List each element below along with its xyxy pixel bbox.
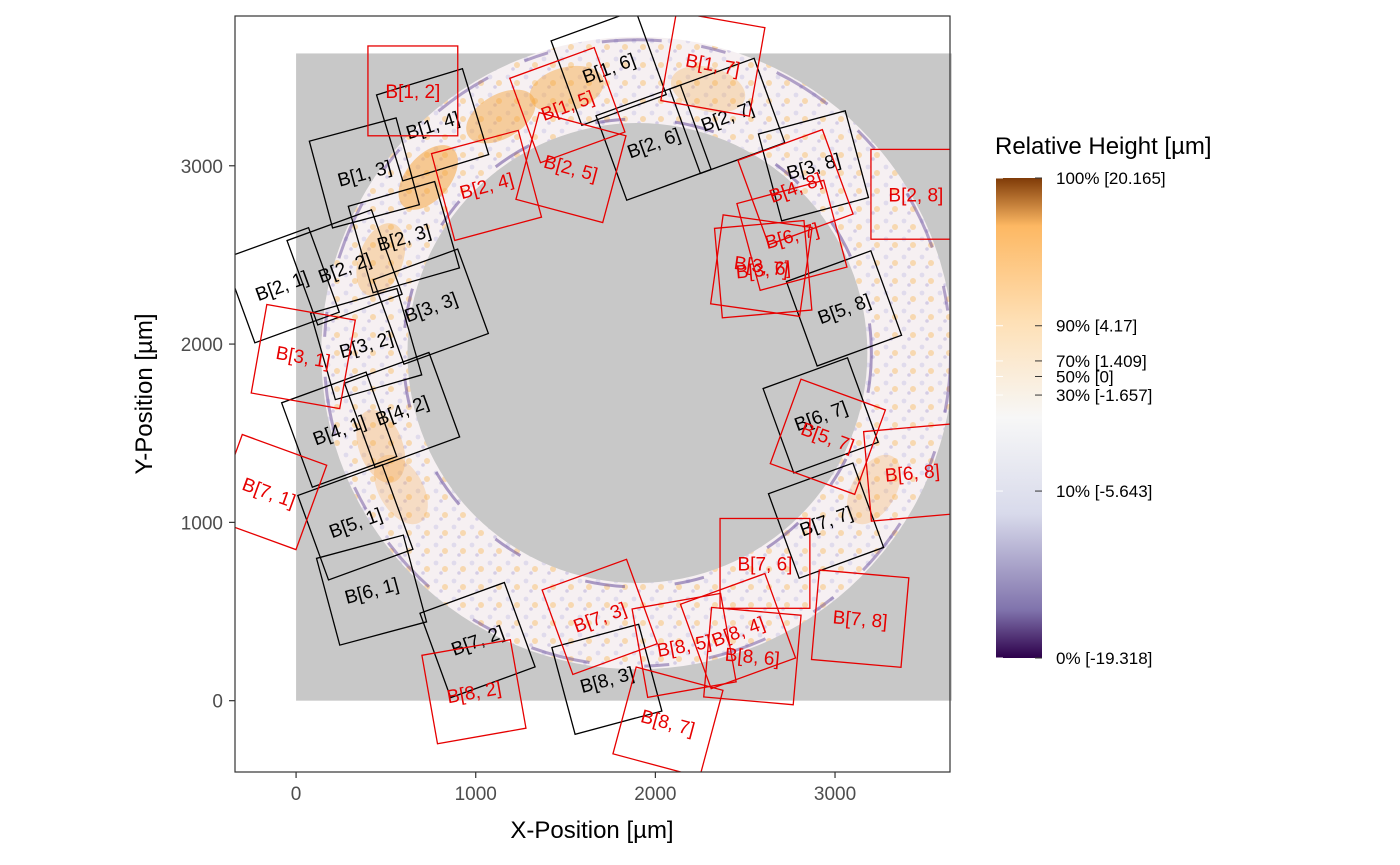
y-axis-title: Y-Position [µm] [131,313,158,474]
high-region [374,454,428,525]
box-outline [737,128,854,246]
box-outline [250,303,357,410]
box-mark: B[8, 6] [703,606,802,706]
box-label: B[1, 2] [385,82,440,103]
box-outline [508,46,626,164]
box-outline [713,219,813,319]
legend-label: 70% [1.409] [1056,352,1147,371]
high-region [670,65,746,113]
legend-label: 0% [-19.318] [1056,649,1152,668]
box-outline [703,606,802,706]
box-outline [309,287,423,401]
box-outline [372,248,490,366]
box-mark: B[7, 8] [810,569,910,669]
box-outline [430,129,543,242]
box-outline [421,638,527,745]
box-outline [347,180,461,294]
outer-rim-low [322,38,950,668]
plot-panel-border [234,15,951,773]
box-outline [870,148,950,240]
box-outline [375,67,490,182]
box-outline [286,209,403,326]
box-outline [367,45,459,137]
box-outline [551,623,663,736]
box-outline [595,84,712,201]
y-axis: 0 1000 2000 3000 [181,157,235,713]
box-outline [280,371,398,489]
box-outline [810,569,910,669]
legend-label: 30% [-1.657] [1056,386,1152,405]
y-tick-label: 3000 [181,157,223,178]
box-label: B[3, 6] [735,258,792,284]
box-outline [660,16,766,117]
inner-rim-low [401,117,873,589]
box-outline [515,111,627,224]
box-outline [343,351,461,469]
box-mark: B[1, 2] [367,45,459,137]
box-outline [762,356,880,474]
box-mark: B[3, 6] [713,219,813,319]
legend: Relative Height [µm] 100% [20.165] 90% [4… [995,133,1212,668]
box-mark: B[7, 6] [719,517,811,609]
box-outline [541,558,659,676]
box-outline [719,517,811,609]
box-outline [315,534,428,646]
box-outline [679,572,797,690]
box-label: B[7, 8] [832,607,889,633]
legend-colorbar [996,178,1042,658]
x-axis: 0 1000 2000 3000 [291,772,856,805]
x-tick-label: 3000 [814,784,856,805]
y-tick-label: 0 [212,692,223,713]
legend-label: 10% [-5.643] [1056,482,1152,501]
box-mark: B[2, 8] [870,148,950,240]
high-region [398,145,458,210]
legend-title: Relative Height [µm] [995,133,1212,160]
box-label: B[7, 6] [738,554,793,575]
box-label: B[2, 8] [888,185,943,206]
box-outline [709,214,813,318]
box-outline [862,423,950,522]
high-region [846,454,901,525]
box-outline [235,226,341,344]
x-tick-label: 2000 [634,784,676,805]
legend-label: 50% [0] [1056,367,1114,386]
high-region [529,65,604,113]
box-mark: B[6, 8] [862,423,950,522]
box-outline [419,581,536,699]
box-outline [550,16,668,127]
box-outline [308,117,421,229]
y-tick-label: 2000 [181,335,223,356]
box-outline [235,433,328,551]
box-label: B[8, 6] [724,645,781,671]
x-axis-title: X-Position [µm] [510,817,673,844]
box-outline [785,250,903,367]
high-region [356,409,406,483]
y-tick-label: 1000 [181,513,223,534]
box-outline [736,179,848,292]
box-outline [612,666,724,772]
x-tick-label: 1000 [455,784,497,805]
box-label: B[6, 8] [884,461,941,487]
box-outline [769,378,887,496]
legend-ticks: 100% [20.165] 90% [4.17] 70% [1.409]50% [0… [996,169,1166,668]
box-outline [296,463,414,581]
legend-label: 90% [4.17] [1056,317,1137,336]
box-outline [757,109,870,222]
box-outline [631,592,737,699]
legend-label: 100% [20.165] [1056,169,1166,188]
height-map-ring [321,36,950,670]
x-tick-label: 0 [291,784,302,805]
